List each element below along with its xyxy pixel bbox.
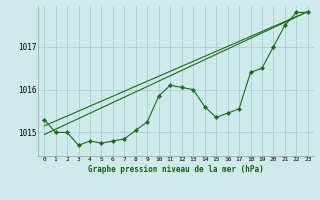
- X-axis label: Graphe pression niveau de la mer (hPa): Graphe pression niveau de la mer (hPa): [88, 165, 264, 174]
